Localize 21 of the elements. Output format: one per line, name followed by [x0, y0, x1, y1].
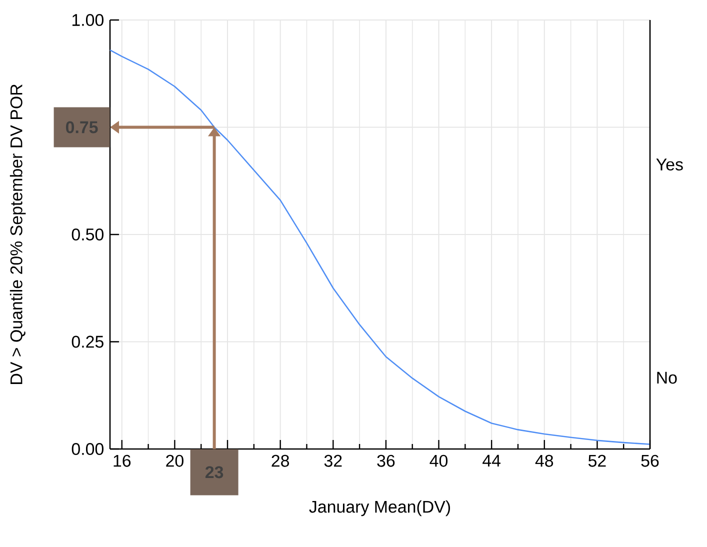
- x-tick-label: 52: [588, 454, 606, 467]
- text: 0.75: [66, 121, 98, 134]
- text: Yes: [656, 158, 683, 170]
- y-axis-title: DV > Quantile 20% September DV POR: [10, 84, 26, 384]
- x-tick-label: 56: [641, 454, 659, 467]
- y-tick-label: 0.25: [72, 336, 104, 348]
- x-tick-label: 28: [272, 454, 290, 467]
- x-axis-title: January Mean(DV): [309, 500, 450, 516]
- x-tick-label: 48: [535, 454, 554, 467]
- x-tick-label: 16: [114, 454, 131, 467]
- x-tick-label: 20: [166, 454, 184, 467]
- x-tick-label: 36: [377, 454, 395, 467]
- text: 23: [205, 466, 224, 478]
- y-tick-label: 0.50: [72, 228, 104, 240]
- y-tick-label: 0.00: [72, 443, 104, 455]
- line-series: [109, 49, 651, 445]
- x-tick-label: 40: [430, 454, 448, 467]
- y-tick-label: 1.00: [72, 14, 104, 26]
- text: No: [657, 372, 677, 384]
- x-tick-label: 44: [482, 454, 500, 466]
- x-tick-label: 32: [324, 454, 342, 467]
